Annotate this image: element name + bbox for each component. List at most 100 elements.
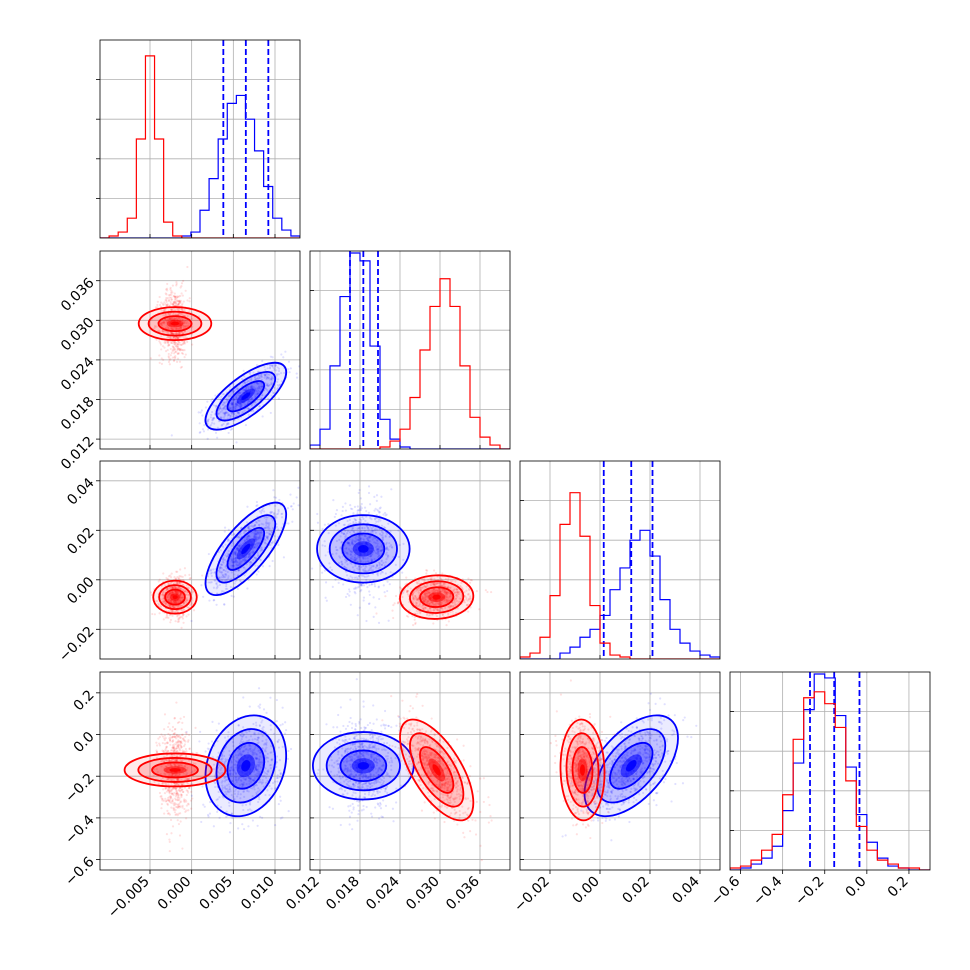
scatter-point bbox=[266, 377, 269, 380]
scatter-point bbox=[233, 550, 236, 553]
scatter-point bbox=[176, 347, 179, 350]
scatter-point bbox=[168, 614, 171, 617]
scatter-point bbox=[358, 534, 361, 537]
scatter-point bbox=[160, 357, 163, 360]
scatter-point bbox=[175, 296, 178, 299]
scatter-point bbox=[230, 544, 233, 547]
scatter-point bbox=[256, 536, 259, 539]
scatter-point bbox=[203, 805, 206, 808]
scatter-point bbox=[169, 317, 172, 320]
scatter-point bbox=[445, 623, 448, 627]
scatter-point bbox=[349, 504, 352, 507]
scatter-point bbox=[239, 532, 242, 535]
scatter-point bbox=[212, 586, 216, 589]
scatter-point bbox=[180, 304, 183, 307]
scatter-point bbox=[270, 530, 273, 533]
scatter-point bbox=[256, 408, 259, 411]
scatter-point bbox=[354, 586, 357, 589]
scatter-point bbox=[214, 579, 217, 582]
scatter-point bbox=[174, 337, 178, 340]
panel-2-1 bbox=[309, 460, 511, 660]
scatter-point bbox=[224, 573, 228, 576]
scatter-point bbox=[332, 499, 335, 502]
scatter-point bbox=[269, 696, 272, 699]
scatter-point bbox=[331, 585, 334, 588]
scatter-point bbox=[153, 324, 157, 327]
scatter-point bbox=[323, 523, 326, 526]
scatter-point bbox=[254, 564, 257, 567]
scatter-point bbox=[269, 543, 272, 547]
scatter-point bbox=[179, 312, 182, 316]
scatter-point bbox=[175, 336, 178, 339]
scatter-point bbox=[355, 576, 358, 579]
scatter-point bbox=[251, 396, 254, 400]
scatter-point bbox=[253, 392, 256, 396]
scatter-point bbox=[219, 410, 222, 414]
scatter-point bbox=[179, 604, 182, 607]
scatter-point bbox=[176, 331, 179, 335]
scatter-point bbox=[180, 587, 183, 591]
scatter-point bbox=[344, 595, 348, 599]
scatter-point bbox=[179, 594, 182, 597]
scatter-point bbox=[201, 428, 205, 431]
scatter-point bbox=[170, 332, 174, 335]
scatter-point bbox=[256, 504, 259, 507]
histogram-red bbox=[310, 278, 510, 449]
scatter-point bbox=[180, 282, 184, 285]
scatter-point bbox=[237, 568, 240, 572]
scatter-point bbox=[181, 319, 184, 323]
scatter-point bbox=[351, 555, 354, 558]
scatter-point bbox=[267, 397, 270, 401]
scatter-point bbox=[169, 308, 173, 311]
scatter-point bbox=[375, 538, 379, 542]
scatter-point bbox=[206, 428, 210, 431]
scatter-point bbox=[243, 409, 246, 412]
scatter-point bbox=[372, 615, 375, 618]
scatter-point bbox=[240, 377, 244, 381]
scatter-point bbox=[197, 411, 200, 414]
scatter-point bbox=[173, 301, 176, 304]
scatter-point bbox=[163, 600, 166, 604]
scatter-point bbox=[170, 592, 173, 595]
scatter-point bbox=[185, 597, 188, 600]
scatter-point bbox=[260, 510, 263, 513]
scatter-point bbox=[382, 584, 385, 587]
scatter-point bbox=[186, 593, 190, 597]
scatter-point bbox=[237, 544, 240, 547]
scatter-point bbox=[225, 574, 228, 577]
scatter-point bbox=[160, 301, 163, 304]
scatter-point bbox=[398, 543, 401, 547]
scatter-point bbox=[358, 518, 361, 521]
scatter-point bbox=[263, 373, 267, 376]
scatter-point bbox=[175, 332, 178, 335]
scatter-point bbox=[173, 585, 176, 588]
scatter-point bbox=[164, 603, 168, 606]
scatter-point bbox=[249, 371, 252, 374]
scatter-point bbox=[362, 517, 365, 521]
scatter-point bbox=[265, 524, 268, 527]
scatter-point bbox=[182, 602, 186, 605]
scatter-point bbox=[188, 300, 191, 303]
scatter-point bbox=[238, 562, 241, 565]
scatter-point bbox=[225, 397, 228, 401]
scatter-point bbox=[222, 401, 225, 404]
scatter-point bbox=[263, 373, 266, 376]
scatter-point bbox=[225, 400, 228, 403]
scatter-point bbox=[180, 331, 183, 334]
scatter-point bbox=[179, 592, 183, 595]
scatter-point bbox=[356, 505, 359, 508]
scatter-point bbox=[267, 523, 270, 527]
scatter-point bbox=[284, 350, 287, 353]
scatter-point bbox=[171, 585, 174, 589]
scatter-point bbox=[167, 594, 170, 597]
scatter-point bbox=[173, 591, 176, 594]
scatter-point bbox=[167, 352, 170, 356]
scatter-point bbox=[251, 525, 254, 528]
scatter-point bbox=[179, 568, 182, 571]
scatter-point bbox=[236, 560, 239, 563]
scatter-point bbox=[171, 332, 174, 335]
scatter-point bbox=[173, 340, 176, 344]
scatter-point bbox=[273, 367, 276, 370]
scatter-point bbox=[169, 331, 173, 334]
scatter-point bbox=[225, 585, 228, 588]
